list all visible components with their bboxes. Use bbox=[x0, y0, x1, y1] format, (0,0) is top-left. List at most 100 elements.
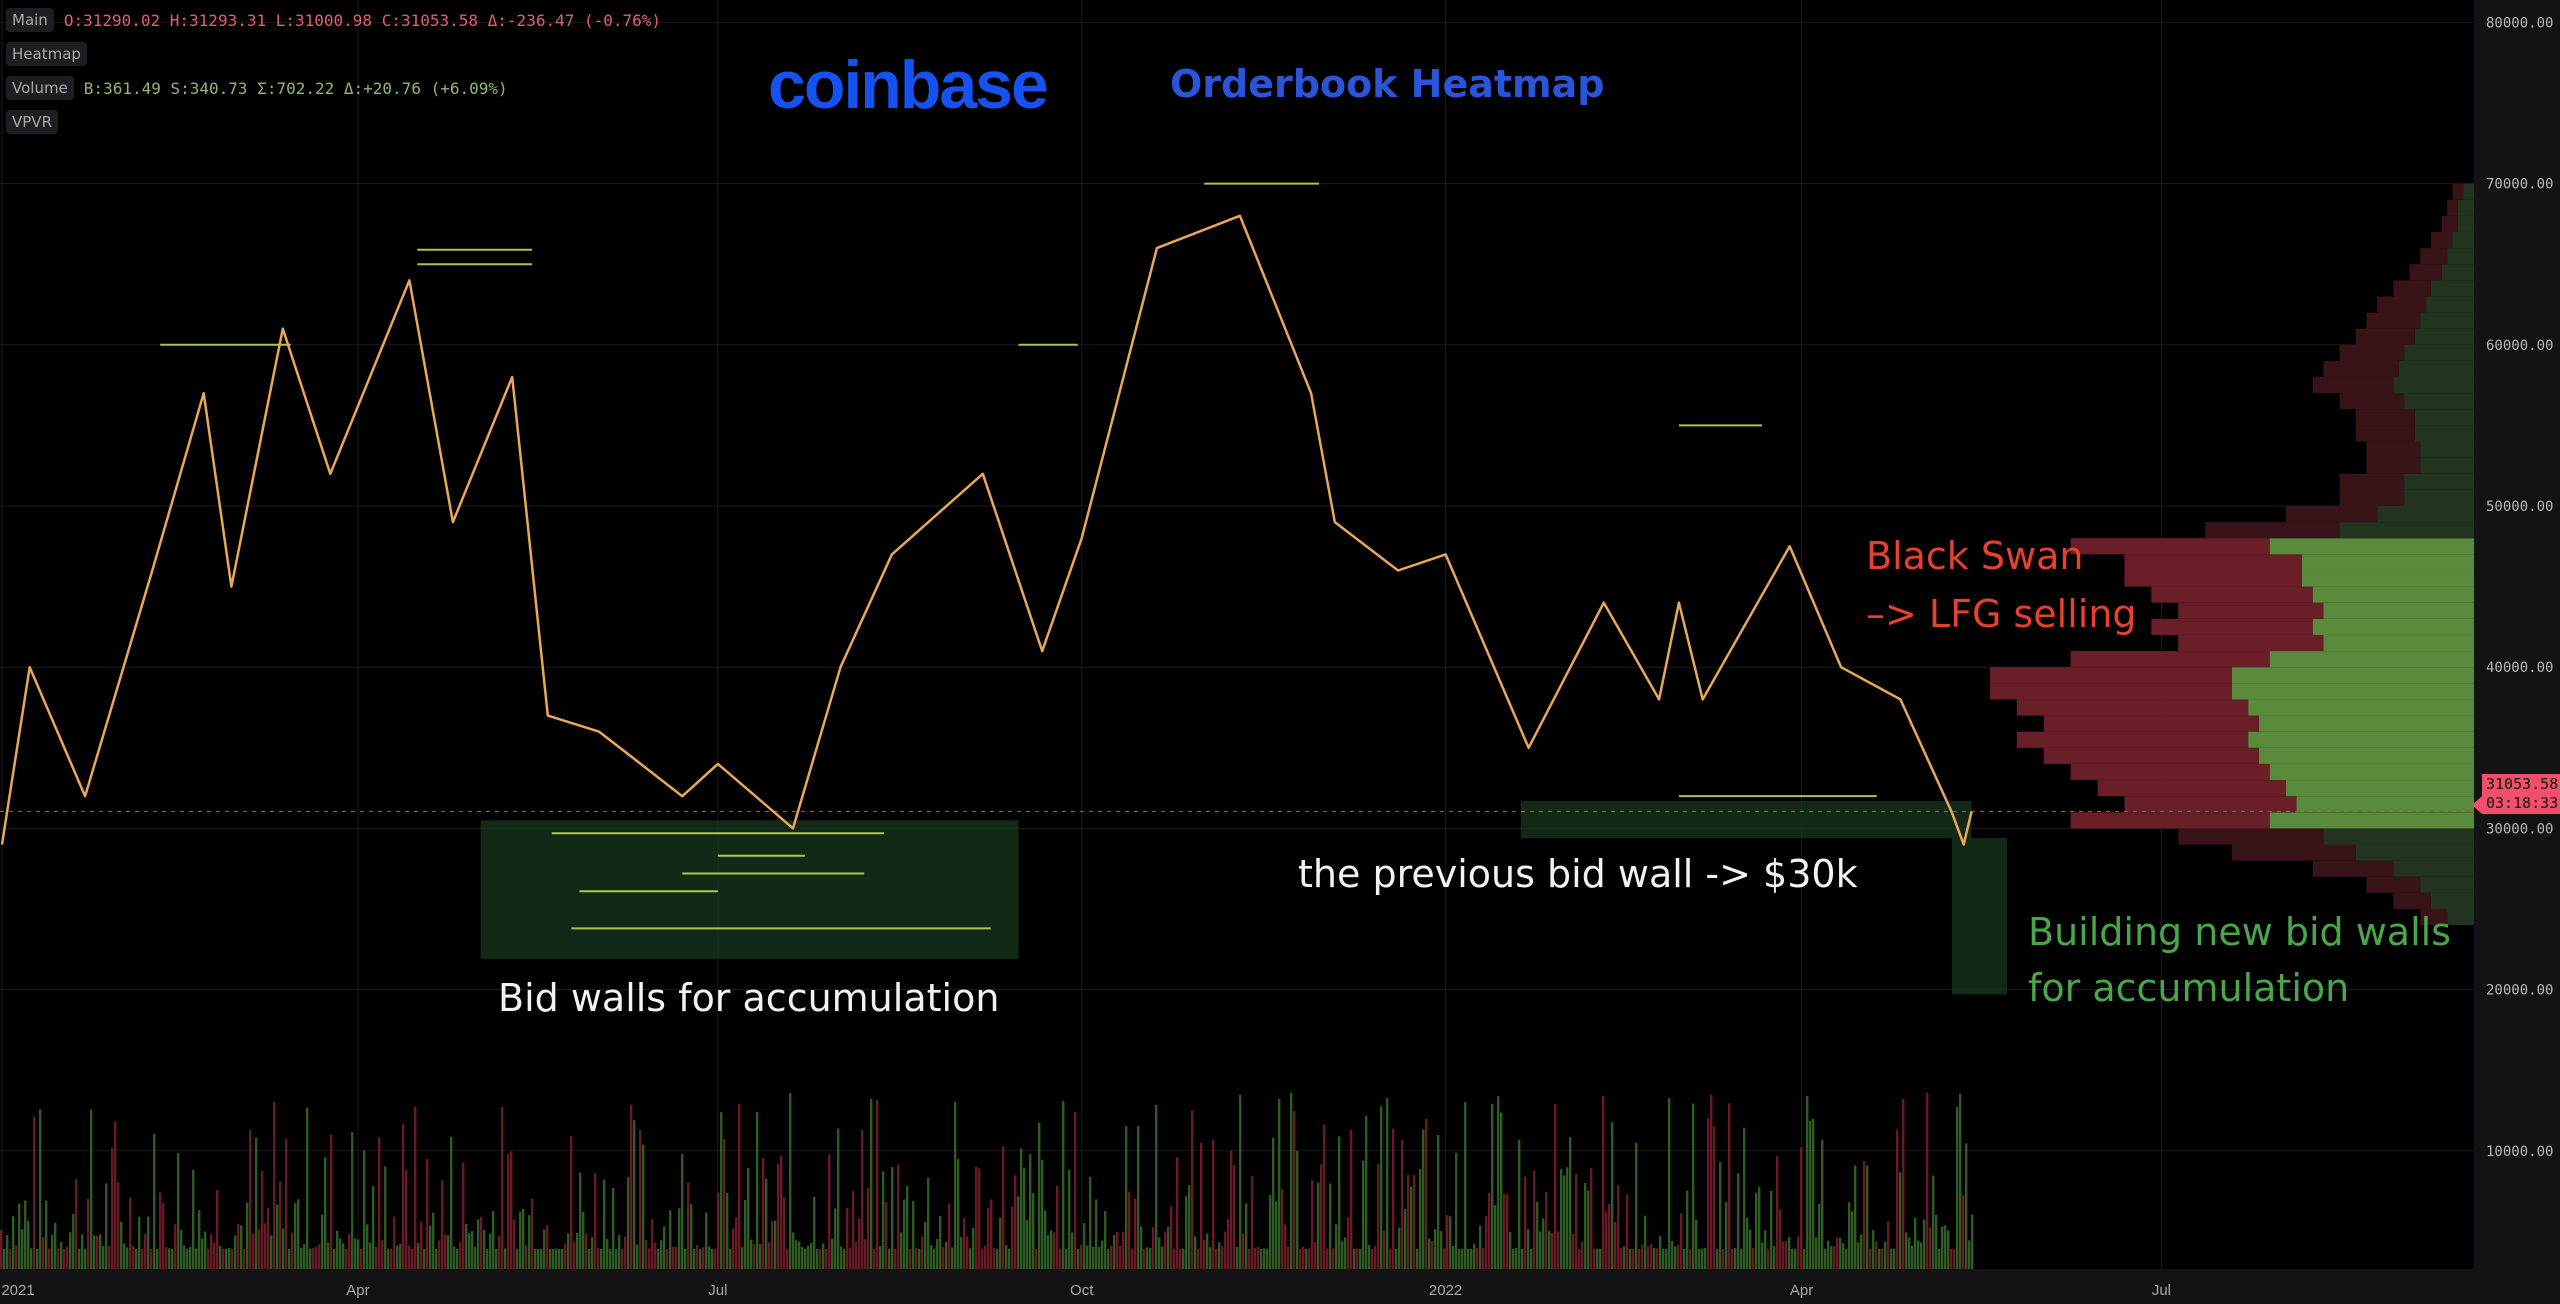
volume-bar bbox=[576, 1232, 579, 1269]
volume-bar bbox=[675, 1246, 678, 1269]
vpvr-sell-bar bbox=[2151, 618, 2313, 635]
volume-bar bbox=[951, 1247, 954, 1269]
volume-bar bbox=[138, 1216, 141, 1269]
heatmap-toggle[interactable]: Heatmap bbox=[6, 42, 87, 66]
volume-bar bbox=[594, 1173, 597, 1269]
volume-bar bbox=[1713, 1126, 1716, 1269]
vpvr-sell-bar bbox=[1990, 683, 2232, 700]
time-axis[interactable] bbox=[0, 1269, 2474, 1304]
volume-bar bbox=[1776, 1155, 1779, 1269]
vpvr-buy-bar bbox=[2457, 199, 2474, 216]
vpvr-toggle[interactable]: VPVR bbox=[6, 110, 58, 134]
volume-bar bbox=[1893, 1248, 1896, 1269]
volume-bar bbox=[891, 1167, 894, 1269]
volume-bar bbox=[456, 1248, 459, 1269]
vpvr-sell-bar bbox=[2178, 828, 2324, 845]
volume-bar bbox=[1932, 1175, 1935, 1269]
volume-bar bbox=[1839, 1237, 1842, 1269]
volume-toggle[interactable]: Volume bbox=[6, 76, 74, 100]
vpvr-sell-bar bbox=[2447, 199, 2458, 216]
volume-bar bbox=[183, 1245, 186, 1269]
volume-bar bbox=[141, 1248, 144, 1269]
annotation-for-accumulation: for accumulation bbox=[2028, 966, 2350, 1010]
volume-bar bbox=[759, 1243, 762, 1269]
volume-bar bbox=[384, 1166, 387, 1269]
vpvr-sell-bar bbox=[2070, 651, 2270, 668]
volume-bar bbox=[684, 1248, 687, 1269]
vpvr-sell-bar bbox=[2016, 731, 2249, 748]
price-axis[interactable] bbox=[2474, 0, 2560, 1304]
volume-bar bbox=[1155, 1104, 1158, 1269]
volume-bar bbox=[423, 1248, 426, 1269]
volume-bar bbox=[1764, 1230, 1767, 1269]
volume-bar bbox=[750, 1239, 753, 1269]
vpvr-sell-bar bbox=[1990, 667, 2232, 684]
volume-bar bbox=[294, 1203, 297, 1269]
volume-bar bbox=[1164, 1231, 1167, 1269]
volume-bar bbox=[1740, 1248, 1743, 1269]
volume-bar bbox=[1722, 1248, 1725, 1269]
volume-bar bbox=[1773, 1246, 1776, 1269]
volume-bar bbox=[903, 1199, 906, 1269]
volume-bar bbox=[162, 1202, 165, 1269]
volume-bar bbox=[39, 1109, 42, 1269]
volume-bar bbox=[942, 1247, 945, 1269]
volume-bar bbox=[453, 1246, 456, 1269]
volume-bar bbox=[450, 1136, 453, 1269]
volume-bar bbox=[120, 1221, 123, 1269]
volume-bar bbox=[717, 1192, 720, 1269]
vpvr-buy-bar bbox=[2420, 876, 2474, 893]
vpvr-buy-bar bbox=[2420, 312, 2474, 329]
volume-bar bbox=[1809, 1120, 1812, 1269]
vpvr-buy-bar bbox=[2398, 360, 2474, 378]
highlight-box bbox=[1951, 838, 2008, 995]
volume-bar bbox=[990, 1199, 993, 1269]
volume-bar bbox=[1287, 1246, 1290, 1269]
volume-bar bbox=[993, 1247, 996, 1269]
volume-bar bbox=[1209, 1247, 1212, 1269]
volume-bar bbox=[957, 1158, 960, 1269]
volume-bar bbox=[213, 1242, 216, 1269]
volume-bar bbox=[1266, 1248, 1269, 1269]
volume-bar bbox=[1575, 1174, 1578, 1269]
vpvr-sell-bar bbox=[2323, 360, 2399, 378]
volume-bar bbox=[12, 1216, 15, 1269]
volume-bar bbox=[1242, 1233, 1245, 1269]
volume-bar bbox=[1902, 1098, 1905, 1269]
volume-bar bbox=[1227, 1219, 1230, 1269]
volume-bar bbox=[237, 1223, 240, 1269]
volume-bar bbox=[63, 1248, 66, 1269]
volume-bar bbox=[666, 1249, 669, 1269]
volume-bar bbox=[1206, 1233, 1209, 1269]
volume-bar bbox=[324, 1157, 327, 1269]
volume-bar bbox=[444, 1234, 447, 1269]
vpvr-sell-bar bbox=[2355, 409, 2415, 426]
volume-bar bbox=[513, 1219, 516, 1269]
volume-bar bbox=[288, 1248, 291, 1269]
legend-vpvr: VPVR bbox=[6, 110, 68, 134]
vpvr-buy-bar bbox=[2414, 328, 2474, 345]
vpvr-sell-bar bbox=[2430, 231, 2453, 249]
volume-bar bbox=[699, 1248, 702, 1269]
volume-bar bbox=[1215, 1248, 1218, 1269]
vpvr-buy-bar bbox=[2312, 586, 2474, 603]
volume-bar bbox=[873, 1248, 876, 1269]
volume-bar bbox=[1377, 1164, 1380, 1269]
volume-bar bbox=[1695, 1219, 1698, 1269]
volume-bar bbox=[618, 1235, 621, 1269]
volume-bar bbox=[1926, 1092, 1929, 1269]
main-toggle[interactable]: Main bbox=[6, 8, 54, 32]
volume-bar bbox=[996, 1248, 999, 1269]
volume-bar bbox=[1296, 1150, 1299, 1269]
volume-bar bbox=[408, 1245, 411, 1269]
volume-bar bbox=[1821, 1139, 1824, 1269]
volume-bar bbox=[1779, 1209, 1782, 1269]
volume-bar bbox=[330, 1134, 333, 1269]
volume-bar bbox=[1635, 1142, 1638, 1269]
volume-bar bbox=[243, 1248, 246, 1269]
volume-bar bbox=[1044, 1210, 1047, 1269]
volume-bar bbox=[1524, 1176, 1527, 1269]
gridlines bbox=[0, 0, 2474, 1269]
volume-bar bbox=[303, 1244, 306, 1269]
